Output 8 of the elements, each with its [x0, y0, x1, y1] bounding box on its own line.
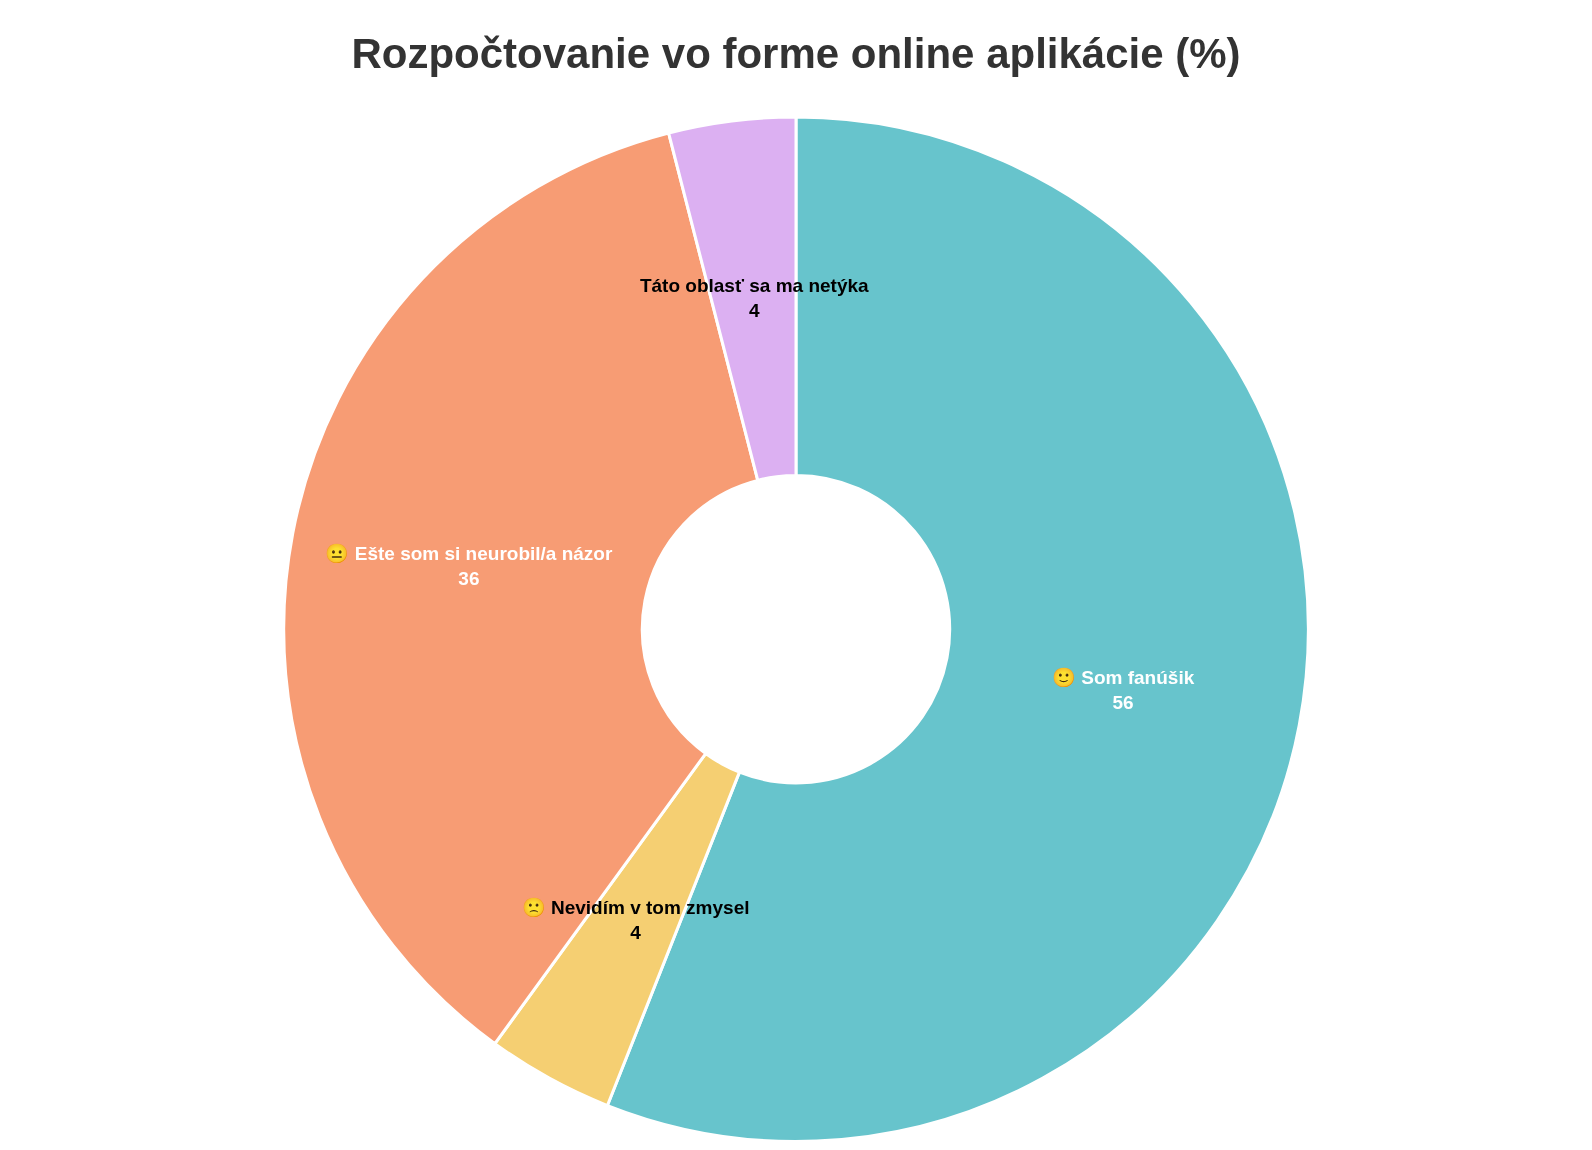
data-label: 4: [748, 299, 760, 321]
data-label: 56: [1112, 692, 1134, 714]
slice-label: Táto oblasť sa ma netýka: [639, 274, 870, 296]
chart-title: Rozpočtovanie vo forme online aplikácie (%): [351, 29, 1241, 77]
slice-label: 😐 Ešte som si neurobil/a názor: [325, 542, 613, 564]
data-label: 4: [630, 921, 642, 943]
slice-label: 🙂 Som fanúšik: [1051, 667, 1195, 689]
data-label: 36: [458, 567, 480, 589]
